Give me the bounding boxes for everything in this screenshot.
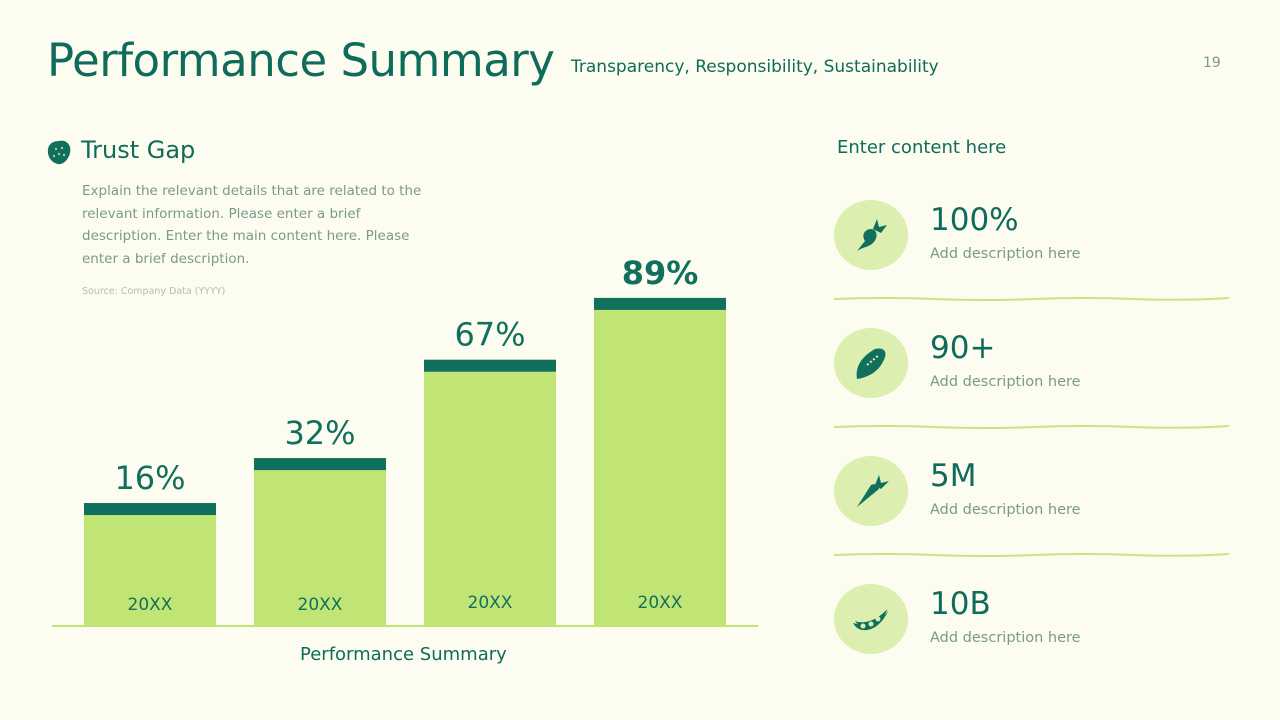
page-subtitle: Transparency, Responsibility, Sustainabi… [571, 57, 939, 77]
stat-item: 90+ Add description here [834, 328, 1234, 408]
stat-value: 100% [930, 202, 1019, 238]
bar-cap [254, 458, 386, 471]
category-label: 20XX [638, 593, 683, 613]
section-title: Trust Gap [81, 136, 196, 164]
stats-heading: Enter content here [837, 137, 1007, 158]
stat-value: 10B [930, 586, 991, 622]
category-label: 20XX [298, 595, 343, 615]
stat-description: Add description here [930, 630, 1081, 646]
bar [84, 503, 216, 625]
divider [834, 297, 1229, 301]
bar [424, 359, 556, 625]
bar-cap [594, 297, 726, 310]
data-label: 16% [114, 459, 185, 497]
data-label: 67% [454, 316, 525, 354]
carrot-icon [834, 456, 908, 526]
category-label: 20XX [468, 593, 513, 613]
divider [834, 553, 1229, 557]
page-number: 19 [1203, 55, 1221, 71]
chart-x-axis-title: Performance Summary [300, 644, 507, 665]
stat-description: Add description here [930, 374, 1081, 390]
data-label: 89% [622, 254, 699, 292]
bar [254, 458, 386, 625]
corn-icon [834, 328, 908, 398]
radish-icon [834, 200, 908, 270]
stat-item: 5M Add description here [834, 456, 1234, 536]
divider [834, 425, 1229, 429]
bar-chart: 16% 20XX 32% 20XX 67% 20XX 89% 20XX [52, 254, 758, 627]
stat-item: 100% Add description here [834, 200, 1234, 280]
pea-pod-icon [834, 584, 908, 654]
bar-cap [84, 503, 216, 516]
stat-value: 90+ [930, 330, 996, 366]
bar [594, 297, 726, 625]
category-label: 20XX [128, 595, 173, 615]
source-note: Source: Company Data (YYYY) [82, 286, 226, 297]
section-description: Explain the relevant details that are re… [82, 183, 422, 267]
strawberry-icon [47, 140, 71, 165]
page-title: Performance Summary [47, 34, 555, 87]
data-label: 32% [284, 414, 355, 452]
bar-cap [424, 359, 556, 372]
stat-description: Add description here [930, 246, 1081, 262]
stat-value: 5M [930, 458, 977, 494]
stat-item: 10B Add description here [834, 584, 1234, 664]
stat-description: Add description here [930, 502, 1081, 518]
